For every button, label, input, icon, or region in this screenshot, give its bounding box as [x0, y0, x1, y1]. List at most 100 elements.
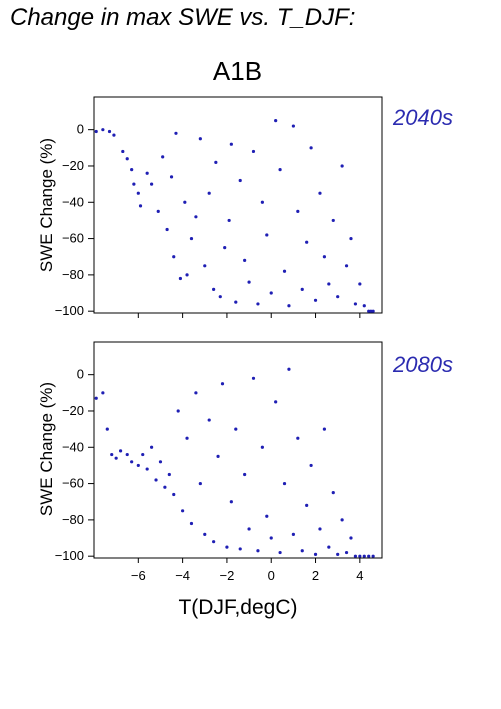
data-point-top [243, 258, 247, 262]
data-point-bottom [94, 396, 98, 400]
data-point-top [371, 309, 375, 313]
data-point-bottom [158, 460, 163, 464]
data-point-top [178, 276, 182, 281]
data-point-top [107, 129, 112, 134]
data-point-top [138, 204, 143, 208]
data-point-bottom [101, 391, 105, 395]
data-point-bottom [194, 391, 198, 395]
y-tick-label-bottom: −20 [62, 403, 84, 418]
scenario-label: A1B [212, 56, 263, 86]
data-point-bottom [229, 500, 233, 504]
data-point-bottom [163, 485, 167, 489]
data-point-top [198, 137, 202, 141]
y-tick-label-bottom: −40 [62, 439, 84, 454]
data-point-top [94, 129, 98, 134]
data-point-top [322, 255, 326, 259]
y-tick-label-bottom: −60 [62, 476, 84, 491]
data-point-top [207, 191, 211, 195]
data-point-top [260, 200, 264, 204]
data-point-top [309, 146, 313, 150]
data-point-top [234, 300, 238, 304]
data-point-bottom [331, 491, 335, 495]
data-point-bottom [291, 532, 295, 537]
data-point-top [265, 233, 269, 237]
data-point-bottom [216, 454, 220, 458]
data-point-top [121, 149, 125, 154]
data-point-top [274, 118, 278, 123]
data-point-bottom [114, 456, 118, 460]
x-tick-label-bottom: 2 [312, 568, 319, 583]
data-point-bottom [234, 427, 238, 431]
data-point-bottom [118, 449, 123, 453]
y-tick-label-top: −100 [55, 303, 84, 318]
x-tick-label-bottom: −4 [175, 568, 190, 583]
y-tick-label-top: −80 [62, 267, 84, 282]
data-point-top [367, 309, 371, 313]
data-point-bottom [189, 521, 194, 526]
data-point-top [189, 236, 194, 241]
data-point-bottom [274, 400, 278, 404]
data-point-top [132, 182, 136, 186]
data-point-bottom [243, 472, 247, 477]
data-point-top [349, 236, 353, 241]
y-tick-label-top: −20 [62, 158, 84, 173]
data-point-top [156, 209, 160, 213]
data-point-bottom [251, 376, 256, 380]
data-point-top [227, 218, 231, 223]
data-point-bottom [340, 518, 344, 522]
data-point-top [362, 304, 366, 308]
data-point-bottom [309, 463, 313, 468]
data-point-top [174, 131, 178, 135]
data-point-bottom [110, 452, 114, 457]
data-point-bottom [327, 545, 331, 549]
data-point-bottom [150, 445, 154, 449]
data-point-bottom [256, 549, 260, 553]
plot-frame-top [93, 96, 383, 314]
y-tick-label-bottom: −100 [55, 548, 84, 563]
data-point-top [183, 200, 187, 204]
data-point-top [125, 157, 129, 161]
data-point-bottom [247, 527, 251, 531]
data-point-top [353, 302, 358, 306]
data-point-bottom [238, 547, 242, 551]
data-point-bottom [336, 552, 340, 556]
data-point-top [331, 218, 335, 223]
data-point-top [251, 149, 256, 154]
data-point-top [296, 209, 300, 213]
data-point-bottom [353, 554, 358, 558]
data-point-top [369, 309, 373, 313]
data-point-bottom [130, 460, 134, 464]
data-point-bottom [358, 554, 362, 558]
data-point-bottom [287, 367, 291, 371]
data-point-bottom [225, 545, 229, 549]
data-point-bottom [349, 536, 353, 540]
data-point-top [278, 168, 282, 172]
data-point-top [313, 298, 318, 302]
y-tick-label-top: 0 [77, 122, 84, 137]
data-point-bottom [282, 481, 287, 486]
data-point-bottom [141, 452, 145, 457]
data-point-top [238, 178, 242, 183]
data-point-top [112, 133, 116, 137]
data-point-bottom [362, 554, 366, 558]
data-point-top [169, 175, 174, 179]
data-point-top [300, 287, 304, 292]
data-point-bottom [185, 436, 189, 440]
data-point-top [344, 264, 349, 268]
data-point-top [194, 215, 198, 219]
y-tick-label-top: −60 [62, 231, 84, 246]
data-point-top [247, 280, 251, 284]
data-point-bottom [212, 540, 216, 544]
data-point-top [214, 160, 218, 164]
data-point-top [212, 287, 216, 292]
data-point-bottom [367, 554, 371, 558]
data-point-top [318, 191, 322, 195]
x-tick-label-bottom: −2 [220, 568, 235, 583]
data-point-top [256, 302, 260, 306]
data-point-bottom [296, 436, 300, 440]
data-point-top [203, 264, 207, 268]
data-point-bottom [220, 382, 225, 386]
data-point-bottom [278, 550, 282, 555]
data-point-bottom [300, 549, 304, 553]
data-point-top [327, 282, 331, 286]
